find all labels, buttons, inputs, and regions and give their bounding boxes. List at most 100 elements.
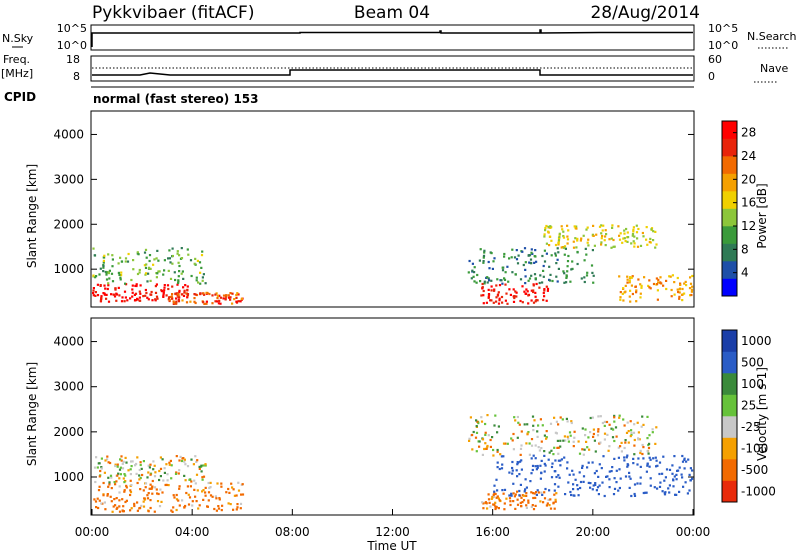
range-cell (193, 297, 196, 300)
range-cell (182, 286, 185, 289)
range-cell (530, 444, 534, 447)
range-cell (565, 281, 568, 284)
range-cell (623, 459, 626, 462)
range-cell (659, 276, 662, 279)
range-cell (618, 414, 621, 417)
range-cell (577, 440, 580, 443)
range-cell (491, 436, 494, 439)
range-cell (156, 297, 159, 300)
range-cell (598, 463, 601, 466)
range-cell (556, 446, 559, 449)
range-cell (497, 507, 500, 510)
range-cell (118, 468, 122, 471)
range-cell (601, 481, 604, 484)
range-cell (556, 258, 559, 261)
range-cell (624, 240, 627, 243)
range-cell (200, 266, 203, 269)
range-cell (683, 292, 686, 295)
range-cell (209, 486, 212, 489)
range-cell (655, 426, 658, 429)
range-cell (178, 291, 181, 294)
range-cell (645, 470, 648, 473)
range-cell (550, 254, 553, 257)
range-cell (515, 291, 518, 294)
range-cell (496, 431, 499, 434)
range-cell (605, 475, 608, 478)
range-cell (143, 251, 147, 254)
range-cell (649, 287, 652, 290)
range-cell (109, 474, 113, 477)
range-cell (108, 483, 111, 486)
range-cell (617, 446, 620, 449)
range-cell (655, 465, 658, 468)
range-cell (591, 271, 594, 274)
range-cell (630, 429, 633, 432)
range-cell (623, 446, 626, 450)
velocity-plot-frame (90, 317, 695, 516)
range-cell (672, 478, 675, 481)
range-cell (196, 259, 199, 262)
range-cell (475, 425, 478, 428)
range-cell (186, 485, 189, 488)
range-cell (503, 502, 506, 505)
range-cell (156, 249, 159, 252)
range-cell (132, 268, 135, 271)
range-cell (220, 482, 223, 485)
range-cell (503, 278, 507, 281)
range-cell (483, 249, 486, 252)
range-cell (527, 294, 530, 297)
range-cell (586, 241, 589, 244)
range-cell (520, 496, 523, 499)
range-cell (484, 431, 487, 434)
range-cell (185, 292, 188, 295)
range-cell (618, 486, 621, 490)
range-cell (120, 300, 124, 303)
range-cell (202, 498, 205, 501)
range-cell (131, 295, 134, 298)
range-cell (474, 436, 478, 439)
range-cell (95, 506, 98, 509)
range-cell (187, 253, 190, 256)
range-cell (495, 296, 498, 299)
range-cell (635, 224, 638, 227)
range-cell (144, 273, 147, 276)
range-cell (156, 500, 160, 503)
range-cell (184, 284, 187, 287)
range-cell (593, 472, 596, 475)
range-cell (583, 276, 586, 279)
range-cell (583, 259, 586, 262)
range-cell (549, 498, 552, 501)
range-cell (110, 293, 113, 296)
range-cell (629, 289, 632, 292)
range-cell (630, 431, 633, 434)
range-cell (147, 464, 150, 467)
range-cell (492, 454, 495, 457)
range-cell (136, 456, 139, 459)
range-cell (614, 426, 618, 429)
range-cell (98, 485, 101, 488)
range-cell (600, 241, 603, 244)
range-cell (489, 505, 492, 508)
range-cell (608, 423, 611, 426)
range-cell (201, 476, 204, 479)
range-cell (612, 493, 616, 496)
range-cell (505, 497, 508, 500)
range-cell (628, 295, 631, 298)
range-cell (629, 300, 632, 303)
range-cell (216, 482, 219, 485)
colorbar-tick-label: 12 (741, 219, 756, 233)
range-cell (540, 459, 543, 462)
range-cell (202, 464, 205, 467)
range-cell (493, 490, 496, 493)
velocity-xticks: 00:00 04:00 08:00 12:00 16:00 20:00 00:00 (75, 509, 710, 539)
range-cell (203, 293, 206, 296)
range-cell (178, 264, 181, 268)
range-cell (625, 431, 629, 434)
range-cell (612, 245, 615, 248)
range-cell (162, 295, 165, 298)
range-cell (214, 300, 217, 303)
range-cell (592, 281, 595, 284)
range-cell (240, 297, 243, 300)
range-cell (176, 283, 179, 286)
range-cell (215, 497, 218, 500)
